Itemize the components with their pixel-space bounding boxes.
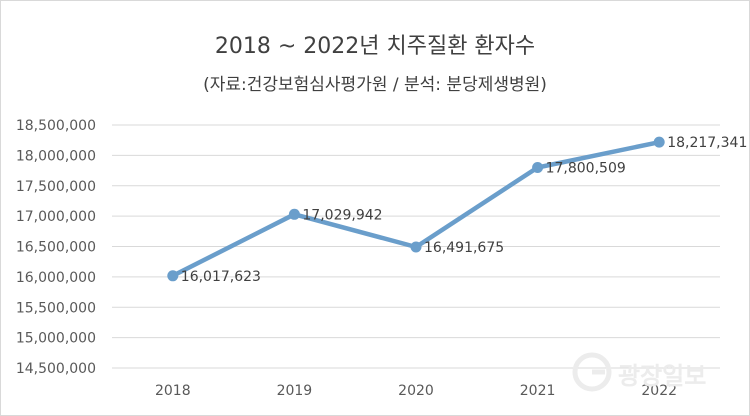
data-point bbox=[653, 136, 665, 148]
x-axis-ticks: 2018 2019 2020 2021 2022 bbox=[155, 383, 677, 399]
y-tick-label: 14,500,000 bbox=[16, 361, 96, 377]
watermark-text: 광장일보 bbox=[618, 362, 707, 390]
watermark-g-icon bbox=[572, 352, 612, 392]
data-label: 17,029,942 bbox=[302, 207, 382, 223]
data-point bbox=[167, 270, 179, 282]
data-point bbox=[288, 208, 300, 220]
y-tick-label: 18,000,000 bbox=[16, 148, 96, 164]
y-tick-label: 15,500,000 bbox=[16, 300, 96, 316]
x-tick-label: 2019 bbox=[277, 383, 313, 399]
y-tick-label: 16,000,000 bbox=[16, 270, 96, 286]
data-label: 18,217,341 bbox=[667, 135, 747, 151]
watermark-logo: 광장일보 bbox=[572, 348, 742, 396]
data-label: 16,491,675 bbox=[424, 240, 504, 256]
x-tick-label: 2020 bbox=[398, 383, 434, 399]
chart-title: 2018 ~ 2022년 치주질환 환자수 bbox=[214, 34, 536, 59]
chart-subtitle: (자료:건강보험심사평가원 / 분석: 분당제생병원) bbox=[203, 75, 547, 95]
series-group bbox=[167, 136, 665, 282]
x-tick-label: 2018 bbox=[155, 383, 191, 399]
y-tick-label: 16,500,000 bbox=[16, 240, 96, 256]
data-label: 17,800,509 bbox=[546, 160, 626, 176]
y-tick-label: 17,000,000 bbox=[16, 209, 96, 225]
y-tick-label: 18,500,000 bbox=[16, 118, 96, 134]
data-point bbox=[532, 161, 544, 173]
data-point bbox=[410, 241, 422, 253]
y-axis-ticks: 14,500,000 15,000,000 15,500,000 16,000,000… bbox=[16, 118, 96, 377]
x-tick-label: 2022 bbox=[641, 383, 677, 399]
data-labels: 16,017,623 17,029,942 16,491,675 17,800,509… bbox=[181, 135, 748, 285]
x-tick-label: 2021 bbox=[520, 383, 556, 399]
y-tick-label: 17,500,000 bbox=[16, 179, 96, 195]
data-label: 16,017,623 bbox=[181, 269, 261, 285]
y-tick-label: 15,000,000 bbox=[16, 331, 96, 347]
